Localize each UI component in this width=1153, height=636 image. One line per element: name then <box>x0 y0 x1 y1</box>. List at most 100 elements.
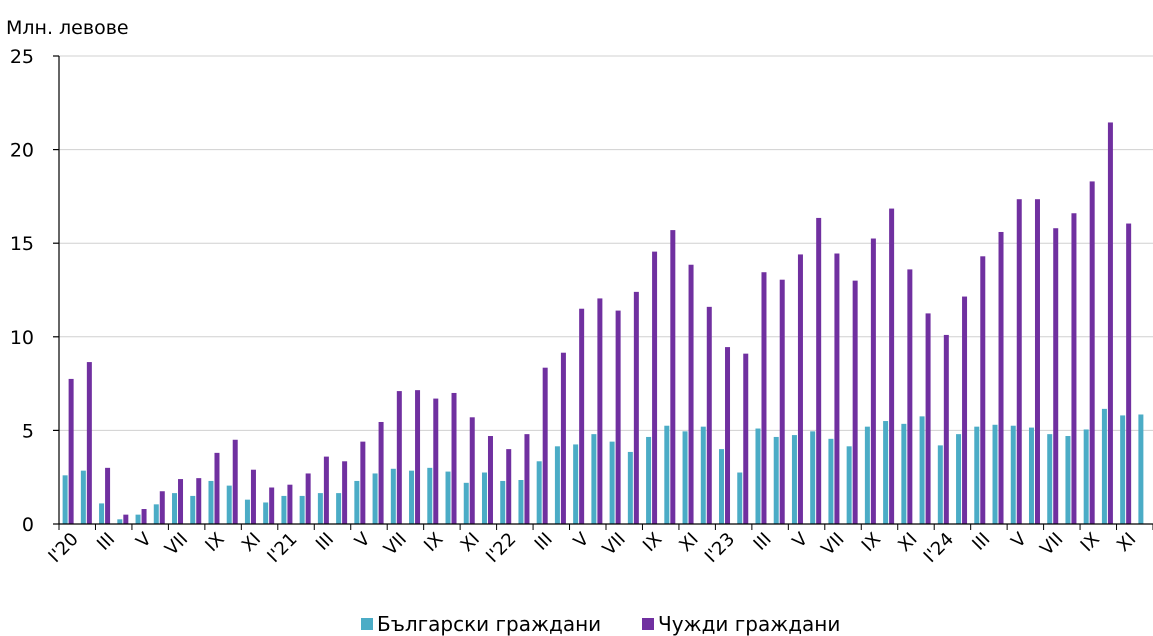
bar-foreign <box>487 436 493 524</box>
x-tick-label: IX <box>201 529 228 556</box>
bar-bulgarian <box>463 482 469 524</box>
bar-bulgarian <box>664 425 670 524</box>
bar-bulgarian <box>810 431 816 524</box>
x-tick-label: IX <box>420 529 447 556</box>
bar-bulgarian <box>591 434 597 524</box>
bar-foreign <box>870 238 876 524</box>
bar-bulgarian <box>1083 429 1089 524</box>
bar-bulgarian <box>901 423 907 524</box>
x-tick-label: V <box>789 528 813 552</box>
y-tick-label: 10 <box>10 327 34 349</box>
x-tick-labels: I'20 III V VII IX XII'21 III V VII IX XII'22 III V VI… <box>44 528 1140 567</box>
x-tick-label: I'22 <box>482 529 520 567</box>
bar-bulgarian <box>409 470 415 524</box>
x-tick-label: VII <box>817 529 848 560</box>
bar-foreign <box>1053 228 1059 524</box>
x-tick-label: XI <box>457 529 484 556</box>
bar-foreign <box>305 473 311 524</box>
bar-foreign <box>725 347 731 524</box>
bar-bulgarian <box>1010 425 1016 524</box>
bar-foreign <box>579 308 585 524</box>
bar-foreign <box>415 390 421 524</box>
bar-foreign <box>1016 199 1022 524</box>
bar-bulgarian <box>1047 434 1053 524</box>
bar-bulgarian <box>117 519 123 524</box>
x-tick-label: XI <box>894 529 921 556</box>
y-tick-label: 20 <box>10 140 34 162</box>
bar-bulgarian <box>828 438 834 524</box>
bar-bulgarian <box>937 445 943 524</box>
bar-foreign <box>998 231 1004 524</box>
bar-bulgarian <box>919 416 925 524</box>
bar-foreign <box>506 449 512 524</box>
y-axis-unit-label: Млн. левове <box>6 17 129 39</box>
bar-bulgarian <box>481 472 487 524</box>
x-tick-label: V <box>1007 528 1031 552</box>
bar-foreign <box>889 208 895 524</box>
x-tick-label: VII <box>599 529 630 560</box>
bar-foreign <box>907 269 913 524</box>
x-tick-label: I'24 <box>920 529 958 567</box>
bar-foreign <box>378 421 384 524</box>
bar-foreign <box>743 353 749 524</box>
bar-foreign <box>560 352 566 524</box>
bar-foreign <box>670 230 676 524</box>
bar-foreign <box>86 362 92 524</box>
bar-foreign <box>962 296 968 524</box>
legend: Български граждани Чужди граждани <box>361 612 840 636</box>
y-tick-label: 25 <box>10 46 34 68</box>
legend-label-foreign: Чужди граждани <box>658 612 840 636</box>
bar-foreign <box>360 441 366 524</box>
bar-bulgarian <box>80 470 86 524</box>
x-tick-label: XI <box>1113 529 1140 556</box>
bar-foreign <box>688 264 694 524</box>
bar-foreign <box>943 334 949 524</box>
bar-bulgarian <box>974 426 980 524</box>
x-tick-label: I'21 <box>263 529 301 567</box>
bar-foreign <box>469 417 475 524</box>
bar-bulgarian <box>390 468 396 524</box>
bar-foreign <box>852 280 858 524</box>
bar-bulgarian <box>135 514 141 524</box>
x-tick-label: VII <box>161 529 192 560</box>
bar-foreign <box>816 217 822 524</box>
bar-foreign <box>396 391 402 524</box>
x-tick-label: III <box>93 529 119 555</box>
bar-foreign <box>141 509 147 524</box>
bar-bulgarian <box>791 435 797 524</box>
bar-foreign <box>652 251 658 524</box>
x-tick-label: V <box>570 528 594 552</box>
y-tick-label: 15 <box>10 233 34 255</box>
bar-bulgarian <box>536 461 542 524</box>
bar-bulgarian <box>427 467 433 524</box>
bar-bulgarian <box>719 449 725 524</box>
bar-bulgarian <box>1101 408 1107 524</box>
x-tick-label: III <box>968 529 994 555</box>
bar-foreign <box>779 279 785 524</box>
bar-foreign <box>232 439 238 524</box>
bar-foreign <box>123 514 129 524</box>
bar-foreign <box>1089 181 1095 525</box>
bar-bulgarian <box>263 502 269 524</box>
bar-bulgarian <box>1065 436 1071 524</box>
bar-foreign <box>196 478 202 524</box>
bar-foreign <box>105 467 111 524</box>
x-tick-label: VII <box>1036 529 1067 560</box>
bar-foreign <box>342 461 348 524</box>
x-tick-label: III <box>750 529 776 555</box>
bar-bulgarian <box>883 421 889 524</box>
bar-bulgarian <box>1028 427 1034 524</box>
x-tick-label: XI <box>238 529 265 556</box>
x-tick-label: VII <box>380 529 411 560</box>
bar-foreign <box>980 256 986 524</box>
bar-bulgarian <box>372 473 378 524</box>
x-tick-label: XI <box>675 529 702 556</box>
bar-bulgarian <box>317 493 323 524</box>
bar-foreign <box>68 378 74 524</box>
bar-foreign <box>1126 223 1132 525</box>
bar-foreign <box>287 484 293 524</box>
bar-bulgarian <box>244 499 250 524</box>
bar-bulgarian <box>153 504 159 524</box>
x-tick-label: IX <box>858 529 885 556</box>
